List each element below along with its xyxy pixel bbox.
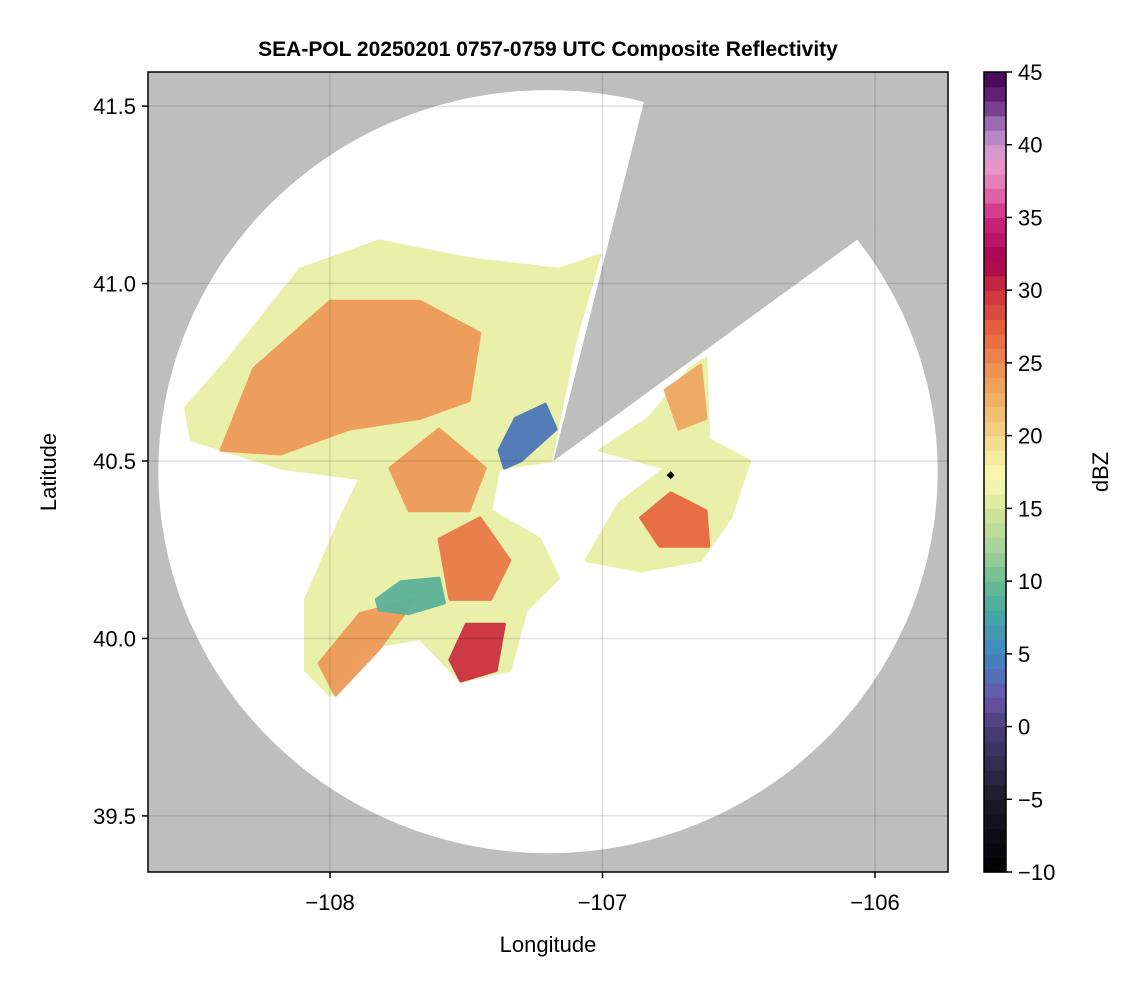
- colorbar-bin: [984, 610, 1006, 626]
- colorbar-bin: [984, 566, 1006, 582]
- colorbar-bin: [984, 624, 1006, 640]
- colorbar-bin: [984, 72, 1006, 88]
- colorbar-bin: [984, 450, 1006, 466]
- colorbar-bin: [984, 333, 1006, 349]
- colorbar-bin: [984, 86, 1006, 102]
- colorbar-bin: [984, 217, 1006, 233]
- echo-region-near-radar-weak-echo: [497, 402, 558, 470]
- colorbar-bin: [984, 290, 1006, 306]
- colorbar-bin: [984, 421, 1006, 437]
- colorbar-tick-label: −5: [1018, 787, 1043, 812]
- colorbar-bin: [984, 464, 1006, 480]
- colorbar-tick-label: 25: [1018, 351, 1042, 376]
- colorbar-bin: [984, 508, 1006, 524]
- echo-region-northwest-core: [219, 299, 482, 456]
- colorbar-bin: [984, 828, 1006, 844]
- colorbar-bin: [984, 537, 1006, 553]
- echo-region-central-core: [388, 427, 487, 513]
- plot-area: [148, 72, 948, 872]
- colorbar-bin: [984, 304, 1006, 320]
- colorbar-tick-label: 45: [1018, 60, 1042, 85]
- colorbar-bin: [984, 668, 1006, 684]
- y-tick-label: 39.5: [93, 804, 136, 829]
- x-axis: −108 −107 −106: [305, 872, 900, 915]
- colorbar-bin: [984, 842, 1006, 859]
- colorbar-bin: [984, 130, 1006, 146]
- echo-region-south-core: [437, 516, 512, 601]
- colorbar-bin: [984, 697, 1006, 713]
- y-axis: 39.5 40.0 40.5 41.0 41.5: [93, 94, 148, 829]
- colorbar-bin: [984, 479, 1006, 495]
- colorbar-bin: [984, 202, 1006, 219]
- colorbar-bin: [984, 552, 1006, 568]
- colorbar-tick-label: 30: [1018, 278, 1042, 303]
- colorbar-bin: [984, 522, 1006, 539]
- colorbar-bin: [984, 275, 1006, 291]
- colorbar-bin: [984, 188, 1006, 204]
- colorbar-bin: [984, 595, 1006, 611]
- echo-region-south-intense-core: [448, 622, 506, 683]
- colorbar-bin: [984, 755, 1006, 771]
- site-marker: [666, 471, 675, 480]
- colorbar-tick-label: 40: [1018, 133, 1042, 158]
- colorbar-bin: [984, 682, 1006, 699]
- y-tick-label: 41.0: [93, 272, 136, 297]
- colorbar-bin: [984, 653, 1006, 669]
- echo-region-east-core: [639, 491, 711, 548]
- y-axis-label: Latitude: [36, 433, 61, 511]
- colorbar-bin: [984, 406, 1006, 422]
- colorbar-bin: [984, 857, 1006, 873]
- echo-region-low-echo-patch: [374, 576, 446, 616]
- echo-region-east-stratiform: [584, 356, 752, 573]
- grid-lines: [148, 72, 948, 872]
- colorbar-tick-label: 0: [1018, 715, 1030, 740]
- colorbar-bin: [984, 581, 1006, 597]
- colorbar-bin: [984, 246, 1006, 262]
- colorbar-bin: [984, 173, 1006, 189]
- colorbar-bin: [984, 741, 1006, 757]
- colorbar-tick-label: 15: [1018, 496, 1042, 521]
- x-axis-label: Longitude: [500, 932, 597, 957]
- colorbar-bin: [984, 799, 1006, 815]
- y-tick-label: 40.0: [93, 626, 136, 651]
- colorbar-bin: [984, 770, 1006, 786]
- colorbar-tick-label: 10: [1018, 569, 1042, 594]
- colorbar-tick-label: 35: [1018, 205, 1042, 230]
- colorbar: −10 −5 0 5 10 15 20 25 30 35 40 45: [983, 60, 1055, 885]
- x-tick-label: −107: [578, 890, 628, 915]
- x-tick-label: −108: [305, 890, 355, 915]
- colorbar-bin: [984, 726, 1006, 742]
- plot-frame: [147, 71, 949, 873]
- colorbar-tick-label: 20: [1018, 424, 1042, 449]
- colorbar-bin: [984, 232, 1006, 248]
- colorbar-bin: [984, 639, 1006, 655]
- x-tick-label: −106: [850, 890, 900, 915]
- colorbar-bin: [984, 348, 1006, 364]
- colorbar-bin: [984, 319, 1006, 335]
- y-tick-label: 40.5: [93, 449, 136, 474]
- colorbar-bin: [984, 435, 1006, 451]
- chart-title: SEA-POL 20250201 0757-0759 UTC Composite…: [258, 38, 838, 61]
- colorbar-bin: [984, 261, 1006, 277]
- colorbar-bin: [984, 377, 1006, 393]
- colorbar-bin: [984, 144, 1006, 160]
- y-tick-label: 41.5: [93, 94, 136, 119]
- echo-region-east-north-core: [663, 363, 708, 431]
- colorbar-bin: [984, 493, 1006, 509]
- colorbar-tick-label: −10: [1018, 860, 1055, 885]
- echo-region-southwest-band: [317, 597, 416, 697]
- colorbar-bin: [984, 362, 1006, 379]
- colorbar-tick-label: 5: [1018, 642, 1030, 667]
- colorbar-bin: [984, 813, 1006, 829]
- colorbar-bin: [984, 392, 1006, 408]
- colorbar-bin: [984, 115, 1006, 131]
- colorbar-bin: [984, 101, 1006, 117]
- colorbar-label: dBZ: [1088, 452, 1113, 492]
- colorbar-bin: [984, 784, 1006, 800]
- blocked-sector: [553, 72, 948, 461]
- colorbar-bin: [984, 159, 1006, 175]
- colorbar-bin: [984, 712, 1006, 728]
- colorbar-frame: [983, 71, 1007, 873]
